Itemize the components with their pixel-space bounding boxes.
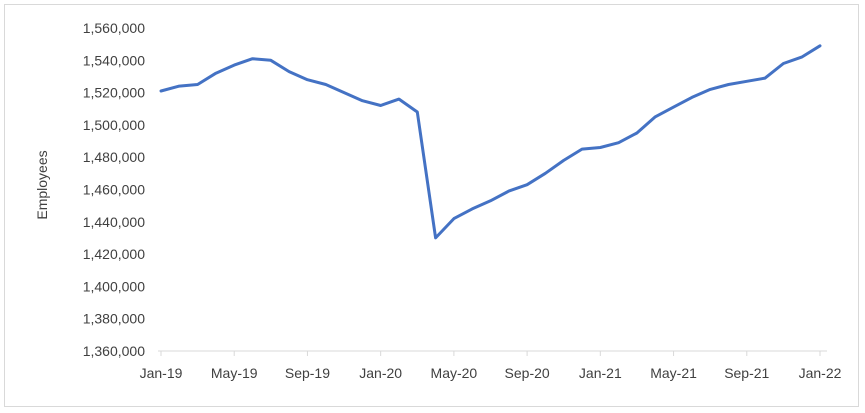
chart-area: 1,360,000 1,380,000 1,400,000 1,420,000 1,44…: [4, 4, 859, 407]
x-axis-ticks: [160, 351, 821, 356]
y-tick-label: 1,560,000: [83, 20, 145, 36]
y-tick-label: 1,420,000: [83, 246, 145, 262]
y-tick-label: 1,460,000: [83, 182, 145, 198]
y-tick-label: 1,480,000: [83, 149, 145, 165]
x-tick-label: Sep-20: [505, 365, 550, 381]
x-tick-label: May-19: [211, 365, 258, 381]
series-group: [159, 44, 822, 240]
x-tick-label: Jan-20: [359, 365, 402, 381]
x-tick-label: May-20: [431, 365, 478, 381]
y-tick-label: 1,400,000: [83, 278, 145, 294]
x-tick-label: Sep-21: [724, 365, 769, 381]
y-tick-label: 1,520,000: [83, 85, 145, 101]
x-tick-label: Jan-21: [579, 365, 622, 381]
x-tick-label: May-21: [650, 365, 697, 381]
x-tick-label: Jan-22: [799, 365, 842, 381]
y-tick-label: 1,440,000: [83, 214, 145, 230]
y-tick-label: 1,380,000: [83, 311, 145, 327]
x-axis: Jan-19 May-19 Sep-19 Jan-20 May-20 Sep-20 Jan-…: [140, 350, 842, 381]
x-tick-label: Sep-19: [285, 365, 330, 381]
y-tick-label: 1,540,000: [83, 52, 145, 68]
x-axis-tick-labels: Jan-19 May-19 Sep-19 Jan-20 May-20 Sep-20 Jan-…: [140, 365, 842, 381]
y-tick-label: 1,500,000: [83, 117, 145, 133]
line-chart: 1,360,000 1,380,000 1,400,000 1,420,000 1,44…: [34, 20, 842, 381]
y-tick-label: 1,360,000: [83, 343, 145, 359]
y-axis-title: Employees: [34, 150, 50, 219]
series-line: [159, 44, 822, 240]
y-axis-tick-labels: 1,360,000 1,380,000 1,400,000 1,420,000 1,44…: [83, 20, 145, 359]
x-tick-label: Jan-19: [140, 365, 183, 381]
